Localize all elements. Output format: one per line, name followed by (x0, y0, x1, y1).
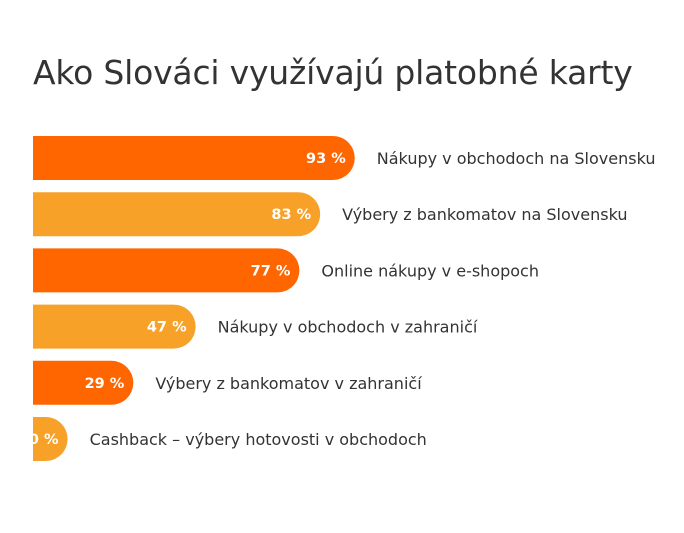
bar-value-label: 29 % (85, 376, 125, 392)
bar-row: 47 % Nákupy v obchodoch v zahraničí (33, 304, 478, 349)
bar-row: 29 % Výbery z bankomatov v zahraničí (33, 360, 422, 405)
bar-category-label: Výbery z bankomatov na Slovensku (342, 205, 627, 224)
bar-category-label: Nákupy v obchodoch na Slovensku (377, 149, 656, 168)
bar-value-label: 93 % (306, 151, 346, 167)
chart-title: Ako Slováci využívajú platobné karty (33, 53, 633, 92)
bar-category-label: Výbery z bankomatov v zahraničí (155, 374, 422, 393)
bar (33, 248, 300, 293)
bar (33, 192, 321, 237)
bar (33, 360, 134, 405)
bar-category-label: Online nákupy v e-shopoch (321, 261, 539, 280)
bar (33, 136, 355, 180)
bar-row: 77 % Online nákupy v e-shopoch (33, 248, 539, 293)
bar-row: 83 % Výbery z bankomatov na Slovensku (33, 192, 628, 237)
bar-category-label: Nákupy v obchodoch v zahraničí (218, 318, 478, 337)
bar-value-label: 10 % (19, 432, 59, 448)
bar-value-label: 83 % (271, 207, 311, 223)
bar-value-label: 77 % (251, 263, 291, 279)
bar (33, 304, 196, 349)
bar-category-label: Cashback – výbery hotovosti v obchodoch (90, 430, 427, 449)
bar-value-label: 47 % (147, 320, 187, 336)
bar-row: 93 % Nákupy v obchodoch na Slovensku (33, 136, 655, 180)
bar-row: 10 % Cashback – výbery hotovosti v obchod… (19, 417, 427, 461)
bar (33, 417, 68, 461)
